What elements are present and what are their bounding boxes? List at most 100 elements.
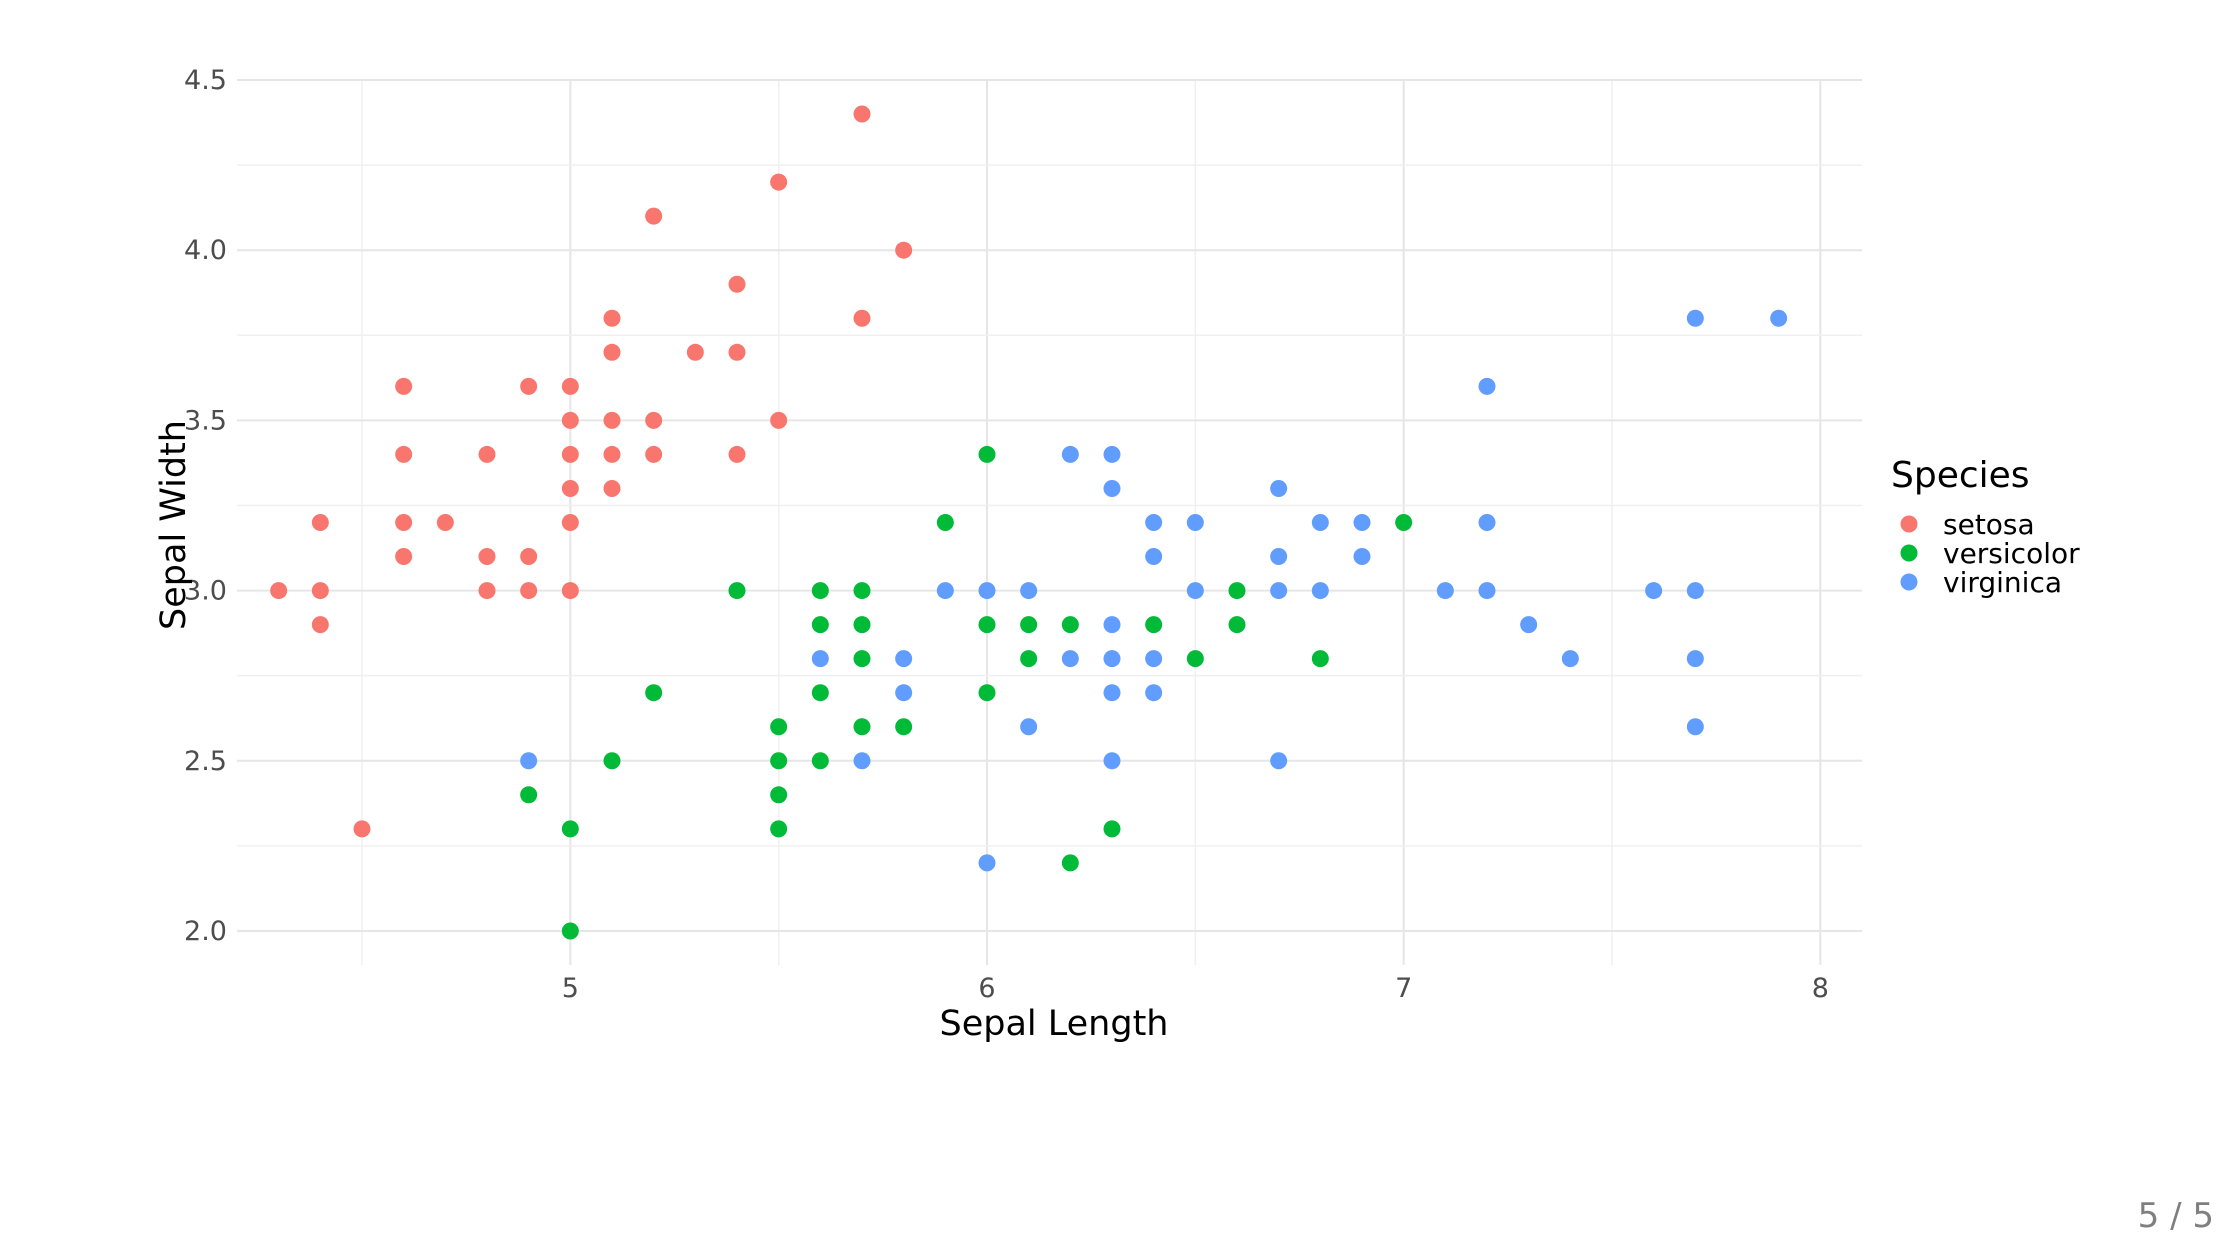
- grid-lines: [237, 79, 1862, 965]
- data-point-virginica: [1061, 650, 1079, 668]
- data-point-setosa: [603, 479, 621, 497]
- data-point-virginica: [895, 684, 913, 702]
- legend-label-virginica: virginica: [1943, 566, 2062, 599]
- data-point-virginica: [1145, 650, 1163, 668]
- y-tick-label: 2.5: [184, 746, 227, 777]
- data-point-versicolor: [1103, 820, 1121, 838]
- data-point-virginica: [895, 650, 913, 668]
- data-point-versicolor: [853, 718, 871, 736]
- data-point-versicolor: [936, 514, 954, 531]
- data-point-versicolor: [728, 582, 746, 600]
- data-point-versicolor: [770, 820, 788, 838]
- data-point-setosa: [561, 582, 579, 600]
- data-point-setosa: [311, 514, 329, 531]
- data-point-setosa: [645, 411, 663, 429]
- legend-key-virginica: [1900, 573, 1918, 591]
- legend-key-setosa: [1900, 515, 1918, 533]
- data-point-virginica: [1103, 752, 1121, 770]
- data-point-virginica: [1561, 650, 1579, 668]
- data-point-virginica: [1145, 514, 1163, 531]
- data-point-versicolor: [645, 684, 663, 702]
- data-point-versicolor: [978, 445, 996, 463]
- data-point-setosa: [603, 309, 621, 327]
- data-point-setosa: [561, 479, 579, 497]
- data-point-versicolor: [978, 684, 996, 702]
- data-point-setosa: [478, 548, 496, 566]
- data-point-setosa: [561, 411, 579, 429]
- data-point-setosa: [353, 820, 371, 838]
- data-point-virginica: [1103, 479, 1121, 497]
- data-point-virginica: [1145, 548, 1163, 566]
- data-point-versicolor: [770, 786, 788, 804]
- data-points: [270, 105, 1788, 940]
- data-point-setosa: [728, 343, 746, 361]
- data-point-setosa: [311, 616, 329, 634]
- data-point-versicolor: [811, 616, 829, 634]
- data-point-setosa: [395, 514, 413, 531]
- data-point-versicolor: [1061, 616, 1079, 634]
- data-point-setosa: [770, 411, 788, 429]
- data-point-versicolor: [1228, 616, 1246, 634]
- data-point-virginica: [1478, 582, 1496, 600]
- data-point-virginica: [1311, 582, 1329, 600]
- data-point-versicolor: [1020, 616, 1038, 634]
- data-point-virginica: [1186, 582, 1204, 600]
- data-point-versicolor: [770, 752, 788, 770]
- y-axis-ticks: 2.0 2.5 3.0 3.5 4.0 4.5: [184, 65, 227, 947]
- data-point-virginica: [1478, 377, 1496, 395]
- data-point-virginica: [1770, 309, 1788, 327]
- x-axis-ticks: 5 6 7 8: [562, 973, 1829, 1004]
- data-point-setosa: [561, 445, 579, 463]
- data-point-versicolor: [1061, 854, 1079, 872]
- data-point-virginica: [1270, 752, 1288, 770]
- y-tick-label: 3.5: [184, 405, 227, 436]
- data-point-versicolor: [561, 820, 579, 838]
- data-point-setosa: [645, 445, 663, 463]
- y-tick-label: 2.0: [184, 916, 227, 947]
- data-point-setosa: [395, 377, 413, 395]
- data-point-virginica: [1270, 548, 1288, 566]
- data-point-virginica: [1103, 650, 1121, 668]
- legend-title: Species: [1891, 455, 2030, 496]
- data-point-versicolor: [811, 752, 829, 770]
- data-point-virginica: [1311, 514, 1329, 531]
- data-point-setosa: [520, 548, 538, 566]
- data-point-setosa: [728, 275, 746, 293]
- data-point-setosa: [478, 445, 496, 463]
- data-point-setosa: [728, 445, 746, 463]
- data-point-virginica: [1686, 650, 1704, 668]
- data-point-setosa: [561, 514, 579, 531]
- data-point-virginica: [1686, 582, 1704, 600]
- data-point-versicolor: [1186, 650, 1204, 668]
- y-tick-label: 3.0: [184, 576, 227, 607]
- data-point-virginica: [1103, 445, 1121, 463]
- data-point-virginica: [1478, 514, 1496, 531]
- data-point-setosa: [603, 445, 621, 463]
- legend-label-versicolor: versicolor: [1943, 537, 2080, 570]
- data-point-setosa: [853, 105, 871, 123]
- x-axis-title: Sepal Length: [940, 1004, 1169, 1044]
- data-point-setosa: [645, 207, 663, 225]
- x-tick-label: 8: [1812, 973, 1829, 1004]
- data-point-virginica: [1020, 718, 1038, 736]
- data-point-setosa: [436, 514, 454, 531]
- x-tick-label: 6: [978, 973, 995, 1004]
- data-point-virginica: [1103, 684, 1121, 702]
- data-point-setosa: [853, 309, 871, 327]
- data-point-virginica: [1145, 684, 1163, 702]
- data-point-versicolor: [1395, 514, 1413, 531]
- legend-key-versicolor: [1900, 544, 1918, 562]
- data-point-setosa: [770, 173, 788, 191]
- data-point-versicolor: [853, 616, 871, 634]
- data-point-setosa: [395, 445, 413, 463]
- legend-label-setosa: setosa: [1943, 508, 2035, 541]
- data-point-versicolor: [895, 718, 913, 736]
- data-point-virginica: [978, 582, 996, 600]
- y-tick-label: 4.5: [184, 65, 227, 96]
- data-point-setosa: [561, 377, 579, 395]
- data-point-virginica: [1686, 309, 1704, 327]
- data-point-versicolor: [770, 718, 788, 736]
